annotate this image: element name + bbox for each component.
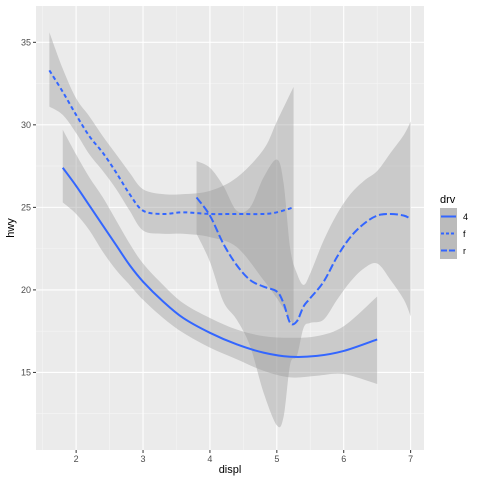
x-tick-label: 2 [74, 454, 79, 464]
x-tick-label: 5 [274, 454, 279, 464]
x-tick-label: 6 [341, 454, 346, 464]
x-tick-label: 3 [141, 454, 146, 464]
series-line-r [195, 196, 412, 326]
series-line-f [48, 69, 294, 216]
ribbon-f [49, 32, 294, 325]
smooth-lines [48, 69, 412, 358]
legend-title: drv [440, 194, 456, 206]
legend-label: f [463, 229, 466, 239]
y-axis-title: hwy [5, 218, 17, 238]
legend-key-bg [440, 242, 457, 259]
y-tick-label: 15 [21, 367, 31, 377]
legend: drv 4 fr [440, 194, 468, 259]
confidence-ribbons [49, 32, 411, 428]
x-axis: 2 3 4 5 6 7 [74, 450, 413, 464]
x-tick-label: 7 [408, 454, 413, 464]
minor-gridlines [36, 6, 424, 450]
y-tick-label: 25 [21, 202, 31, 212]
x-tick-label: 4 [207, 454, 212, 464]
ribbon-r [196, 121, 411, 428]
ribbon-4 [62, 129, 378, 384]
series-line-4 [61, 167, 378, 358]
major-gridlines [36, 6, 424, 450]
y-tick-label: 20 [21, 285, 31, 295]
legend-label: r [463, 246, 466, 256]
y-tick-label: 30 [21, 120, 31, 130]
plot-panel [36, 6, 424, 450]
y-axis: 15 20 25 30 35 [21, 37, 36, 377]
legend-label: 4 [463, 212, 468, 222]
x-axis-title: displ [219, 464, 242, 476]
y-tick-label: 35 [21, 37, 31, 47]
